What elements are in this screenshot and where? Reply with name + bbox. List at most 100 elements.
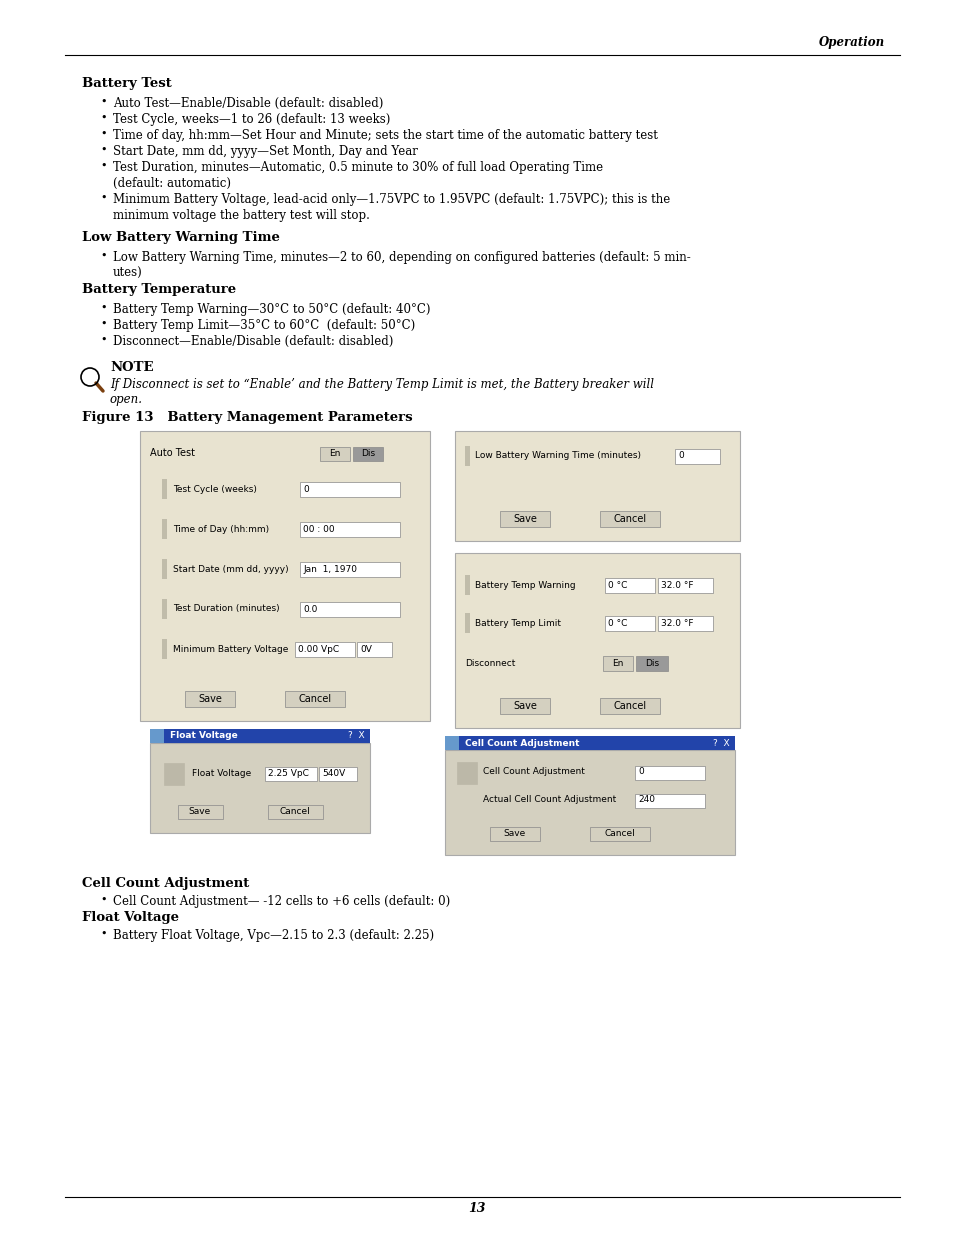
Text: Start Date, mm dd, yyyy—Set Month, Day and Year: Start Date, mm dd, yyyy—Set Month, Day a… — [112, 144, 417, 158]
Text: Operation: Operation — [818, 36, 884, 49]
Bar — [150, 729, 164, 743]
FancyBboxPatch shape — [178, 805, 223, 819]
Text: utes): utes) — [112, 267, 143, 280]
FancyBboxPatch shape — [499, 698, 550, 714]
Text: Test Duration, minutes—Automatic, 0.5 minute to 30% of full load Operating Time: Test Duration, minutes—Automatic, 0.5 mi… — [112, 161, 602, 174]
Text: ?  X: ? X — [712, 739, 729, 747]
Text: open.: open. — [110, 393, 143, 406]
Text: Actual Cell Count Adjustment: Actual Cell Count Adjustment — [482, 795, 616, 804]
Text: •: • — [100, 128, 107, 140]
Bar — [162, 479, 167, 499]
Text: •: • — [100, 303, 107, 312]
FancyBboxPatch shape — [635, 794, 704, 808]
FancyBboxPatch shape — [635, 766, 704, 781]
Text: Cell Count Adjustment: Cell Count Adjustment — [482, 767, 584, 777]
Text: Minimum Battery Voltage, lead-acid only—1.75VPC to 1.95VPC (default: 1.75VPC); t: Minimum Battery Voltage, lead-acid only—… — [112, 193, 670, 206]
Text: Cancel: Cancel — [613, 514, 646, 524]
Text: Float Voltage: Float Voltage — [192, 768, 251, 778]
Text: •: • — [100, 112, 107, 124]
FancyBboxPatch shape — [589, 827, 649, 841]
FancyBboxPatch shape — [150, 743, 370, 832]
Text: Test Duration (minutes): Test Duration (minutes) — [172, 604, 279, 614]
Text: •: • — [100, 319, 107, 329]
Bar — [150, 729, 370, 743]
Text: Battery Temp Limit—35°C to 60°C  (default: 50°C): Battery Temp Limit—35°C to 60°C (default… — [112, 319, 415, 332]
Text: Battery Float Voltage, Vpc—2.15 to 2.3 (default: 2.25): Battery Float Voltage, Vpc—2.15 to 2.3 (… — [112, 929, 434, 942]
Bar — [444, 736, 458, 750]
Text: 0: 0 — [303, 484, 309, 494]
Text: Save: Save — [198, 694, 222, 704]
FancyBboxPatch shape — [604, 616, 655, 631]
Text: Cancel: Cancel — [298, 694, 332, 704]
Text: •: • — [100, 193, 107, 203]
Text: 13: 13 — [468, 1202, 485, 1215]
FancyBboxPatch shape — [318, 767, 356, 781]
Text: (default: automatic): (default: automatic) — [112, 177, 231, 190]
Text: 0 °C: 0 °C — [607, 580, 627, 589]
FancyBboxPatch shape — [658, 616, 712, 631]
Text: Dis: Dis — [644, 658, 659, 667]
FancyBboxPatch shape — [602, 656, 633, 671]
Text: Battery Temp Warning—30°C to 50°C (default: 40°C): Battery Temp Warning—30°C to 50°C (defau… — [112, 303, 430, 316]
Text: En: En — [329, 448, 340, 457]
Text: Cell Count Adjustment— -12 cells to +6 cells (default: 0): Cell Count Adjustment— -12 cells to +6 c… — [112, 895, 450, 908]
Text: Save: Save — [513, 701, 537, 711]
Text: ?  X: ? X — [348, 731, 364, 741]
Text: Start Date (mm dd, yyyy): Start Date (mm dd, yyyy) — [172, 564, 289, 573]
Bar — [464, 446, 470, 466]
Text: Battery Test: Battery Test — [82, 77, 172, 90]
Text: Cancel: Cancel — [613, 701, 646, 711]
Text: 240: 240 — [638, 795, 655, 804]
FancyBboxPatch shape — [604, 578, 655, 593]
FancyBboxPatch shape — [599, 511, 659, 527]
FancyBboxPatch shape — [636, 656, 667, 671]
Text: •: • — [100, 98, 107, 107]
Text: 00 : 00: 00 : 00 — [303, 525, 335, 534]
FancyBboxPatch shape — [490, 827, 539, 841]
Text: Low Battery Warning Time, minutes—2 to 60, depending on configured batteries (de: Low Battery Warning Time, minutes—2 to 6… — [112, 251, 690, 264]
Text: If Disconnect is set to “Enable’ and the Battery Temp Limit is met, the Battery : If Disconnect is set to “Enable’ and the… — [110, 378, 654, 391]
Text: 0: 0 — [678, 452, 683, 461]
FancyBboxPatch shape — [299, 562, 399, 577]
Text: En: En — [612, 658, 623, 667]
Text: Float Voltage: Float Voltage — [170, 731, 237, 741]
Text: Battery Temperature: Battery Temperature — [82, 283, 236, 296]
Text: 0.00 VpC: 0.00 VpC — [297, 645, 338, 653]
FancyBboxPatch shape — [268, 805, 323, 819]
FancyBboxPatch shape — [499, 511, 550, 527]
Text: 32.0 °F: 32.0 °F — [660, 619, 693, 627]
FancyBboxPatch shape — [299, 601, 399, 618]
Text: •: • — [100, 251, 107, 261]
Text: Time of Day (hh:mm): Time of Day (hh:mm) — [172, 525, 269, 534]
Text: 2.25 VpC: 2.25 VpC — [268, 768, 309, 778]
Text: 540V: 540V — [322, 768, 345, 778]
FancyBboxPatch shape — [675, 450, 720, 464]
FancyBboxPatch shape — [455, 431, 740, 541]
Text: •: • — [100, 929, 107, 939]
Text: Disconnect—Enable/Disable (default: disabled): Disconnect—Enable/Disable (default: disa… — [112, 335, 393, 348]
Text: Jan  1, 1970: Jan 1, 1970 — [303, 564, 356, 573]
FancyBboxPatch shape — [285, 692, 345, 706]
Bar — [456, 762, 476, 784]
Text: Save: Save — [513, 514, 537, 524]
Text: 0.0: 0.0 — [303, 604, 317, 614]
Bar — [464, 576, 470, 595]
Text: Save: Save — [189, 806, 211, 815]
FancyBboxPatch shape — [455, 553, 740, 727]
Text: NOTE: NOTE — [110, 361, 153, 374]
Text: •: • — [100, 335, 107, 345]
Bar — [444, 736, 734, 750]
FancyBboxPatch shape — [319, 447, 350, 461]
Text: Cell Count Adjustment: Cell Count Adjustment — [82, 877, 249, 890]
Text: Auto Test: Auto Test — [150, 448, 194, 458]
Text: Battery Temp Limit: Battery Temp Limit — [475, 619, 560, 627]
Text: Auto Test—Enable/Disable (default: disabled): Auto Test—Enable/Disable (default: disab… — [112, 98, 383, 110]
Bar — [162, 599, 167, 619]
FancyBboxPatch shape — [265, 767, 316, 781]
Text: Cell Count Adjustment: Cell Count Adjustment — [464, 739, 578, 747]
Text: •: • — [100, 895, 107, 905]
FancyBboxPatch shape — [140, 431, 430, 721]
Text: Battery Temp Warning: Battery Temp Warning — [475, 580, 575, 589]
Text: Low Battery Warning Time: Low Battery Warning Time — [82, 231, 279, 245]
FancyBboxPatch shape — [299, 522, 399, 537]
